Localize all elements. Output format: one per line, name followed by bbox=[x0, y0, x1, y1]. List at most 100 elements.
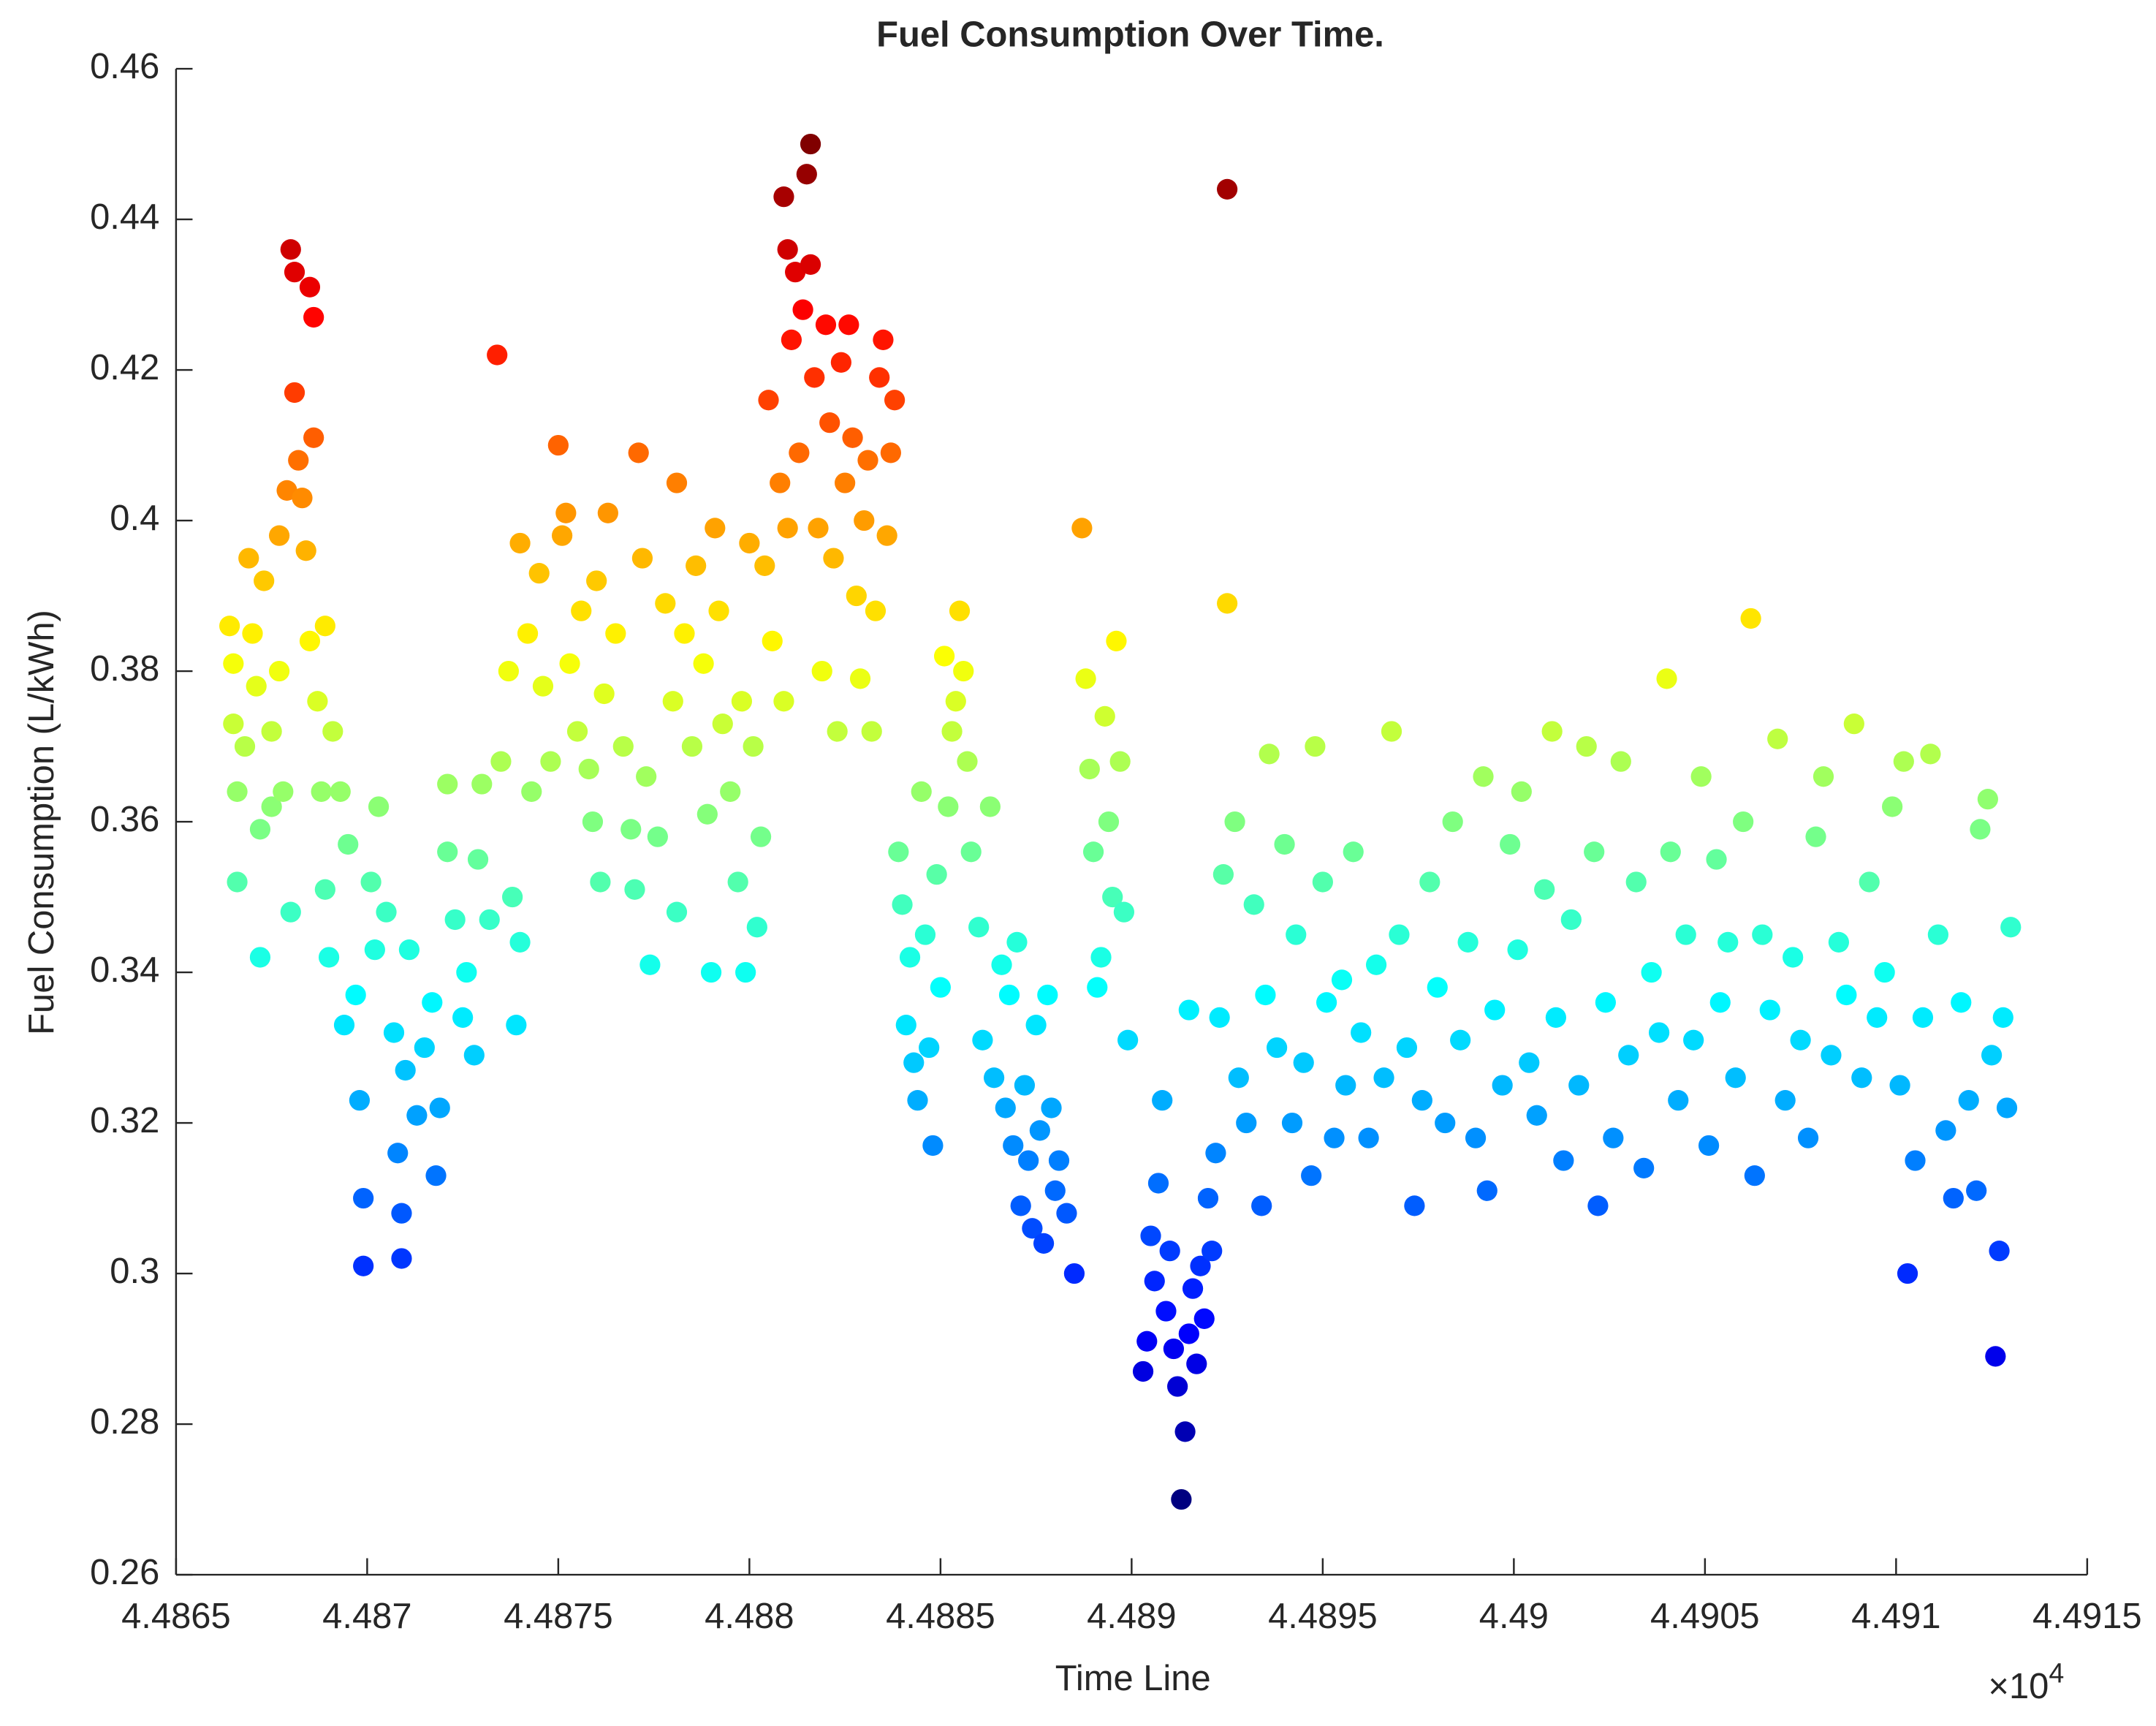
y-tick-label: 0.3 bbox=[110, 1252, 159, 1291]
point bbox=[854, 510, 875, 531]
point bbox=[1018, 1150, 1039, 1171]
point bbox=[1828, 931, 1850, 953]
y-tick-label: 0.32 bbox=[90, 1101, 159, 1140]
x-tick-label: 4.4915 bbox=[2032, 1597, 2142, 1636]
point bbox=[1970, 819, 1991, 840]
point bbox=[249, 819, 271, 840]
point bbox=[1752, 924, 1773, 945]
point bbox=[1098, 811, 1120, 833]
point bbox=[1576, 735, 1597, 757]
point bbox=[502, 886, 523, 908]
x-exponent-power: 4 bbox=[2049, 1657, 2064, 1688]
point bbox=[1132, 1360, 1154, 1382]
point bbox=[1897, 1263, 1918, 1284]
point bbox=[938, 796, 959, 817]
point bbox=[1335, 1075, 1356, 1096]
chart-title: Fuel Consumption Over Time. bbox=[876, 15, 1384, 55]
point bbox=[227, 781, 248, 802]
point bbox=[758, 390, 779, 411]
point bbox=[639, 954, 661, 975]
point bbox=[1500, 833, 1521, 855]
point bbox=[949, 600, 971, 621]
x-tick-label: 4.4895 bbox=[1268, 1597, 1378, 1636]
point bbox=[1094, 705, 1115, 727]
point bbox=[238, 548, 259, 569]
point bbox=[1113, 901, 1135, 923]
point bbox=[338, 833, 359, 855]
point bbox=[1519, 1052, 1540, 1073]
point bbox=[1404, 1195, 1425, 1216]
point bbox=[792, 299, 813, 320]
point bbox=[330, 781, 351, 802]
point bbox=[292, 488, 313, 509]
point bbox=[620, 819, 642, 840]
point bbox=[1905, 1150, 1926, 1171]
point bbox=[979, 796, 1001, 817]
point bbox=[1193, 1308, 1215, 1329]
point bbox=[303, 306, 324, 328]
point bbox=[284, 262, 305, 283]
point bbox=[1217, 593, 1238, 614]
point bbox=[800, 133, 821, 155]
point bbox=[899, 947, 921, 968]
point bbox=[811, 660, 832, 682]
y-tick-label: 0.4 bbox=[110, 499, 159, 538]
point bbox=[590, 871, 611, 893]
point bbox=[1022, 1218, 1043, 1239]
point bbox=[1351, 1022, 1372, 1043]
point bbox=[509, 931, 531, 953]
point bbox=[429, 1097, 450, 1119]
point bbox=[532, 675, 554, 697]
point bbox=[368, 796, 390, 817]
point bbox=[1668, 1090, 1689, 1111]
point bbox=[631, 548, 653, 569]
point bbox=[1243, 894, 1264, 915]
point bbox=[1675, 924, 1696, 945]
point bbox=[456, 961, 477, 983]
point bbox=[223, 714, 244, 735]
point bbox=[1889, 1075, 1910, 1096]
point bbox=[800, 254, 821, 275]
point bbox=[930, 977, 951, 998]
point bbox=[750, 826, 772, 847]
point bbox=[1136, 1331, 1158, 1352]
point bbox=[280, 239, 301, 260]
point bbox=[624, 879, 645, 900]
x-tick-label: 4.487 bbox=[322, 1597, 411, 1636]
point bbox=[835, 472, 856, 493]
point bbox=[1281, 1112, 1303, 1134]
point bbox=[1625, 871, 1647, 893]
point bbox=[873, 329, 894, 350]
point bbox=[666, 472, 688, 493]
point bbox=[1301, 1165, 1322, 1186]
point bbox=[299, 276, 321, 298]
point bbox=[1044, 1180, 1066, 1201]
point bbox=[1159, 1241, 1180, 1262]
point bbox=[498, 660, 519, 682]
point bbox=[1316, 992, 1337, 1013]
point bbox=[303, 427, 324, 448]
point bbox=[785, 262, 806, 283]
point bbox=[849, 668, 871, 689]
point bbox=[314, 879, 335, 900]
point bbox=[830, 352, 852, 373]
point bbox=[1305, 735, 1326, 757]
point bbox=[1014, 1075, 1036, 1096]
point bbox=[1217, 178, 1238, 200]
point bbox=[743, 735, 764, 757]
point bbox=[1075, 668, 1096, 689]
point bbox=[414, 1037, 435, 1059]
point bbox=[242, 623, 263, 644]
point bbox=[1985, 1346, 2006, 1367]
point bbox=[597, 502, 618, 523]
point bbox=[865, 600, 887, 621]
point bbox=[1293, 1052, 1314, 1073]
point bbox=[1465, 1127, 1487, 1148]
point bbox=[1427, 977, 1448, 998]
point bbox=[1843, 714, 1864, 735]
point bbox=[1025, 1015, 1047, 1036]
point bbox=[1041, 1097, 1062, 1119]
x-tick-label: 4.488 bbox=[705, 1597, 794, 1636]
point bbox=[318, 947, 340, 968]
point bbox=[876, 525, 897, 546]
